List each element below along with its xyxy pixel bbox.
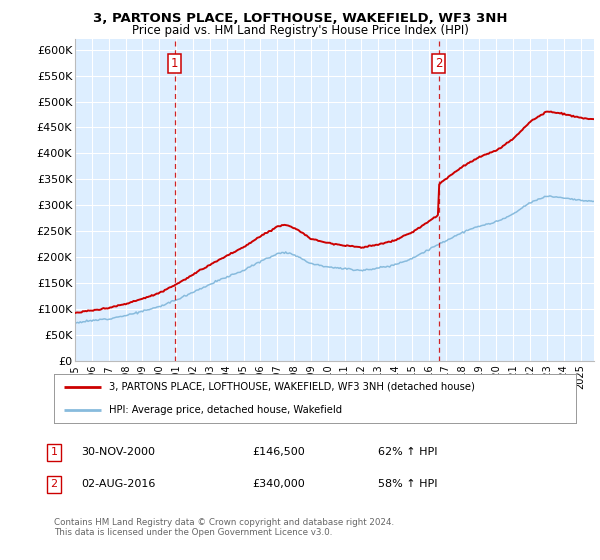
Text: £340,000: £340,000 xyxy=(252,479,305,489)
Text: £146,500: £146,500 xyxy=(252,447,305,458)
Text: 3, PARTONS PLACE, LOFTHOUSE, WAKEFIELD, WF3 3NH: 3, PARTONS PLACE, LOFTHOUSE, WAKEFIELD, … xyxy=(93,12,507,25)
Text: 62% ↑ HPI: 62% ↑ HPI xyxy=(378,447,437,458)
Text: 1: 1 xyxy=(50,447,58,458)
Text: 3, PARTONS PLACE, LOFTHOUSE, WAKEFIELD, WF3 3NH (detached house): 3, PARTONS PLACE, LOFTHOUSE, WAKEFIELD, … xyxy=(109,382,475,392)
Text: 1: 1 xyxy=(171,57,179,70)
Text: 30-NOV-2000: 30-NOV-2000 xyxy=(81,447,155,458)
Text: Price paid vs. HM Land Registry's House Price Index (HPI): Price paid vs. HM Land Registry's House … xyxy=(131,24,469,37)
Text: 2: 2 xyxy=(435,57,442,70)
Text: 2: 2 xyxy=(50,479,58,489)
Text: Contains HM Land Registry data © Crown copyright and database right 2024.
This d: Contains HM Land Registry data © Crown c… xyxy=(54,518,394,538)
Text: 02-AUG-2016: 02-AUG-2016 xyxy=(81,479,155,489)
Text: HPI: Average price, detached house, Wakefield: HPI: Average price, detached house, Wake… xyxy=(109,405,342,416)
Text: 58% ↑ HPI: 58% ↑ HPI xyxy=(378,479,437,489)
